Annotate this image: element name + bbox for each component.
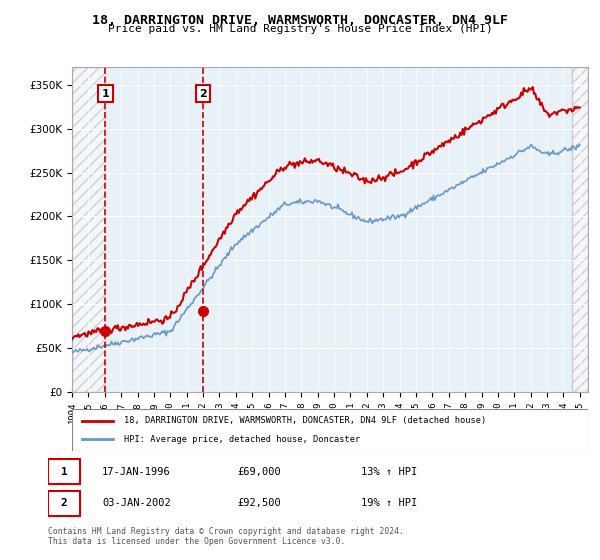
Text: 18, DARRINGTON DRIVE, WARMSWORTH, DONCASTER, DN4 9LF: 18, DARRINGTON DRIVE, WARMSWORTH, DONCAS… bbox=[92, 14, 508, 27]
FancyBboxPatch shape bbox=[48, 459, 80, 484]
Text: Price paid vs. HM Land Registry's House Price Index (HPI): Price paid vs. HM Land Registry's House … bbox=[107, 24, 493, 34]
Text: 03-JAN-2002: 03-JAN-2002 bbox=[102, 498, 171, 508]
Text: 17-JAN-1996: 17-JAN-1996 bbox=[102, 467, 171, 477]
Text: 2: 2 bbox=[61, 498, 68, 508]
Text: £92,500: £92,500 bbox=[237, 498, 281, 508]
Text: 1: 1 bbox=[101, 88, 109, 99]
Bar bbox=[72, 67, 106, 392]
FancyBboxPatch shape bbox=[72, 409, 588, 451]
Text: 13% ↑ HPI: 13% ↑ HPI bbox=[361, 467, 418, 477]
Text: 18, DARRINGTON DRIVE, WARMSWORTH, DONCASTER, DN4 9LF (detached house): 18, DARRINGTON DRIVE, WARMSWORTH, DONCAS… bbox=[124, 416, 486, 425]
Text: HPI: Average price, detached house, Doncaster: HPI: Average price, detached house, Donc… bbox=[124, 435, 360, 444]
Text: 1: 1 bbox=[61, 467, 68, 477]
Text: 19% ↑ HPI: 19% ↑ HPI bbox=[361, 498, 418, 508]
FancyBboxPatch shape bbox=[48, 491, 80, 516]
Text: £69,000: £69,000 bbox=[237, 467, 281, 477]
Text: Contains HM Land Registry data © Crown copyright and database right 2024.
This d: Contains HM Land Registry data © Crown c… bbox=[48, 526, 404, 546]
Text: 2: 2 bbox=[199, 88, 207, 99]
Bar bbox=[572, 67, 588, 392]
